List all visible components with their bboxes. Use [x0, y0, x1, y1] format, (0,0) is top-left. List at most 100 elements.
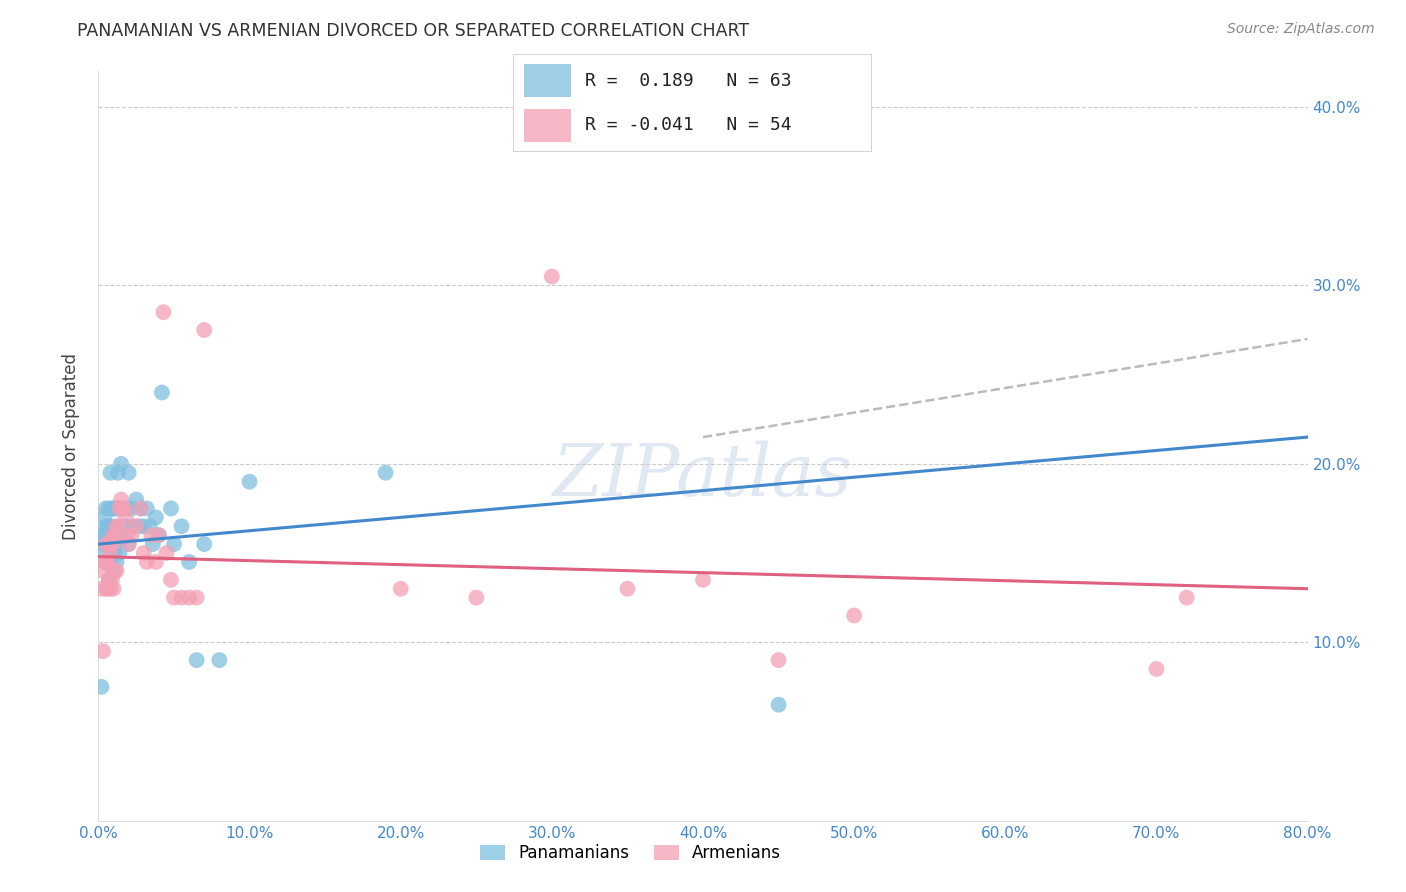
Point	[148, 528, 170, 542]
Point	[112, 501, 135, 516]
Point	[163, 591, 186, 605]
Point	[94, 501, 117, 516]
Point	[163, 537, 186, 551]
Point	[148, 528, 170, 542]
Point	[160, 573, 183, 587]
Point	[110, 528, 132, 542]
Point	[132, 519, 155, 533]
Point	[96, 582, 118, 596]
Point	[105, 519, 128, 533]
Point	[100, 546, 122, 560]
FancyBboxPatch shape	[513, 54, 872, 152]
Point	[110, 457, 132, 471]
Text: R =  0.189   N = 63: R = 0.189 N = 63	[585, 71, 792, 89]
Point	[186, 591, 208, 605]
Point	[114, 510, 136, 524]
Point	[108, 546, 131, 560]
Point	[374, 466, 396, 480]
Point	[145, 510, 167, 524]
Point	[118, 466, 141, 480]
Point	[93, 546, 115, 560]
Point	[160, 501, 183, 516]
Point	[105, 501, 128, 516]
Point	[155, 546, 177, 560]
Point	[108, 501, 131, 516]
Point	[768, 698, 790, 712]
Point	[692, 573, 714, 587]
Point	[100, 555, 122, 569]
Point	[239, 475, 262, 489]
Point	[94, 555, 117, 569]
Point	[101, 573, 124, 587]
Point	[135, 501, 157, 516]
Point	[103, 501, 125, 516]
Point	[141, 528, 163, 542]
Point	[91, 564, 114, 578]
Point	[107, 537, 129, 551]
Point	[111, 501, 134, 516]
FancyBboxPatch shape	[524, 64, 571, 96]
Point	[98, 573, 121, 587]
Text: Source: ZipAtlas.com: Source: ZipAtlas.com	[1227, 22, 1375, 37]
Point	[193, 537, 215, 551]
Point	[150, 385, 173, 400]
Point	[90, 680, 112, 694]
Point	[121, 501, 143, 516]
Point	[540, 269, 562, 284]
Point	[90, 582, 112, 596]
Point	[100, 582, 122, 596]
Point	[100, 519, 122, 533]
Y-axis label: Divorced or Separated: Divorced or Separated	[62, 352, 80, 540]
Point	[768, 653, 790, 667]
Point	[96, 537, 118, 551]
Point	[142, 537, 165, 551]
Point	[110, 492, 132, 507]
Point	[103, 582, 125, 596]
Point	[98, 573, 121, 587]
Point	[179, 591, 201, 605]
Point	[152, 305, 174, 319]
Point	[98, 537, 121, 551]
Point	[118, 537, 141, 551]
Point	[104, 564, 127, 578]
Point	[94, 555, 117, 569]
Legend: Panamanians, Armenians: Panamanians, Armenians	[472, 838, 787, 869]
Text: PANAMANIAN VS ARMENIAN DIVORCED OR SEPARATED CORRELATION CHART: PANAMANIAN VS ARMENIAN DIVORCED OR SEPAR…	[77, 22, 749, 40]
Point	[844, 608, 866, 623]
Point	[96, 519, 118, 533]
Text: R = -0.041   N = 54: R = -0.041 N = 54	[585, 116, 792, 134]
Point	[107, 466, 129, 480]
Point	[145, 555, 167, 569]
Point	[103, 537, 125, 551]
Point	[112, 519, 135, 533]
Point	[186, 653, 208, 667]
Point	[98, 501, 121, 516]
Point	[93, 528, 115, 542]
Point	[193, 323, 215, 337]
Point	[208, 653, 231, 667]
Point	[1144, 662, 1167, 676]
Point	[170, 519, 193, 533]
Point	[103, 528, 125, 542]
Point	[91, 644, 114, 658]
Point	[139, 519, 162, 533]
Point	[121, 528, 143, 542]
Point	[389, 582, 412, 596]
Point	[96, 555, 118, 569]
Text: ZIPatlas: ZIPatlas	[553, 441, 853, 511]
Point	[93, 555, 115, 569]
Point	[94, 582, 117, 596]
Point	[91, 537, 114, 551]
Point	[465, 591, 488, 605]
Point	[94, 537, 117, 551]
Point	[98, 537, 121, 551]
Point	[1175, 591, 1198, 605]
Point	[129, 501, 152, 516]
Point	[132, 546, 155, 560]
Point	[107, 519, 129, 533]
Point	[101, 546, 124, 560]
Point	[105, 564, 128, 578]
Point	[129, 501, 152, 516]
Point	[170, 591, 193, 605]
Point	[179, 555, 201, 569]
